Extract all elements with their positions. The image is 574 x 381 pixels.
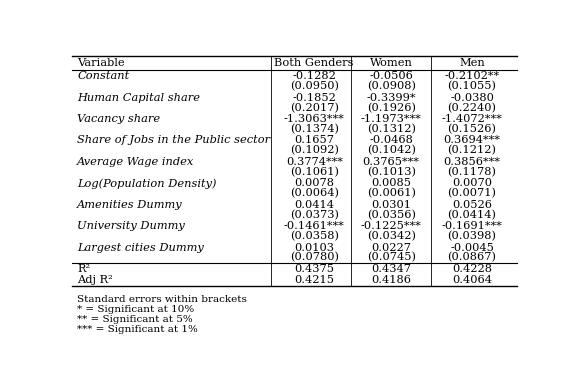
Text: (0.1042): (0.1042) (367, 145, 416, 156)
Text: (0.0061): (0.0061) (367, 188, 416, 199)
Text: Constant: Constant (77, 71, 129, 81)
Text: 0.3774***: 0.3774*** (286, 157, 343, 167)
Text: -0.1691***: -0.1691*** (442, 221, 502, 231)
Text: (0.0342): (0.0342) (367, 231, 416, 241)
Text: 0.4375: 0.4375 (294, 264, 334, 274)
Text: 0.4064: 0.4064 (452, 275, 492, 285)
Text: (0.0908): (0.0908) (367, 81, 416, 91)
Text: Women: Women (370, 58, 413, 68)
Text: Share of Jobs in the Public sector: Share of Jobs in the Public sector (77, 136, 270, 146)
Text: 0.0414: 0.0414 (294, 200, 334, 210)
Text: -0.1461***: -0.1461*** (284, 221, 344, 231)
Text: (0.0745): (0.0745) (367, 252, 416, 263)
Text: (0.2240): (0.2240) (448, 102, 497, 113)
Text: (0.1178): (0.1178) (448, 167, 497, 177)
Text: (0.1013): (0.1013) (367, 167, 416, 177)
Text: 0.4228: 0.4228 (452, 264, 492, 274)
Text: University Dummy: University Dummy (77, 221, 185, 231)
Text: 0.0103: 0.0103 (294, 243, 334, 253)
Text: 0.0227: 0.0227 (371, 243, 411, 253)
Text: Amenities Dummy: Amenities Dummy (77, 200, 183, 210)
Text: *** = Significant at 1%: *** = Significant at 1% (77, 325, 198, 334)
Text: (0.0358): (0.0358) (290, 231, 339, 241)
Text: Vacancy share: Vacancy share (77, 114, 160, 124)
Text: 0.1657: 0.1657 (294, 136, 334, 146)
Text: -0.1852: -0.1852 (292, 93, 336, 102)
Text: 0.4215: 0.4215 (294, 275, 334, 285)
Text: 0.0078: 0.0078 (294, 178, 334, 188)
Text: (0.0950): (0.0950) (290, 81, 339, 91)
Text: (0.0071): (0.0071) (448, 188, 497, 199)
Text: -1.3063***: -1.3063*** (284, 114, 344, 124)
Text: -0.3399*: -0.3399* (366, 93, 416, 102)
Text: 0.3694***: 0.3694*** (444, 136, 501, 146)
Text: * = Significant at 10%: * = Significant at 10% (77, 305, 195, 314)
Text: 0.4347: 0.4347 (371, 264, 411, 274)
Text: -0.1225***: -0.1225*** (361, 221, 421, 231)
Text: Standard errors within brackets: Standard errors within brackets (77, 295, 247, 304)
Text: (0.1092): (0.1092) (290, 145, 339, 156)
Text: 0.4186: 0.4186 (371, 275, 411, 285)
Text: 0.3765***: 0.3765*** (363, 157, 420, 167)
Text: -1.1973***: -1.1973*** (361, 114, 421, 124)
Text: Human Capital share: Human Capital share (77, 93, 200, 102)
Text: (0.0064): (0.0064) (290, 188, 339, 199)
Text: (0.1374): (0.1374) (290, 124, 339, 134)
Text: (0.0414): (0.0414) (448, 210, 497, 220)
Text: -0.0506: -0.0506 (369, 71, 413, 81)
Text: (0.1055): (0.1055) (448, 81, 497, 91)
Text: (0.0780): (0.0780) (290, 252, 339, 263)
Text: R²: R² (77, 264, 90, 274)
Text: ** = Significant at 5%: ** = Significant at 5% (77, 315, 193, 324)
Text: Variable: Variable (77, 58, 125, 68)
Text: (0.1212): (0.1212) (448, 145, 497, 156)
Text: -1.4072***: -1.4072*** (442, 114, 502, 124)
Text: Adj R²: Adj R² (77, 275, 113, 285)
Text: -0.0468: -0.0468 (369, 136, 413, 146)
Text: Men: Men (459, 58, 485, 68)
Text: (0.0398): (0.0398) (448, 231, 497, 241)
Text: -0.2102**: -0.2102** (444, 71, 500, 81)
Text: Both Genders: Both Genders (274, 58, 354, 68)
Text: (0.1926): (0.1926) (367, 102, 416, 113)
Text: Largest cities Dummy: Largest cities Dummy (77, 243, 204, 253)
Text: (0.2017): (0.2017) (290, 102, 339, 113)
Text: Average Wage index: Average Wage index (77, 157, 195, 167)
Text: (0.0867): (0.0867) (448, 252, 497, 263)
Text: Log(Population Density): Log(Population Density) (77, 178, 216, 189)
Text: (0.1526): (0.1526) (448, 124, 497, 134)
Text: -0.0380: -0.0380 (450, 93, 494, 102)
Text: (0.1312): (0.1312) (367, 124, 416, 134)
Text: 0.0085: 0.0085 (371, 178, 411, 188)
Text: 0.0301: 0.0301 (371, 200, 411, 210)
Text: -0.0045: -0.0045 (450, 243, 494, 253)
Text: -0.1282: -0.1282 (292, 71, 336, 81)
Text: (0.1061): (0.1061) (290, 167, 339, 177)
Text: (0.0373): (0.0373) (290, 210, 339, 220)
Text: 0.0526: 0.0526 (452, 200, 492, 210)
Text: 0.0070: 0.0070 (452, 178, 492, 188)
Text: (0.0356): (0.0356) (367, 210, 416, 220)
Text: 0.3856***: 0.3856*** (444, 157, 501, 167)
